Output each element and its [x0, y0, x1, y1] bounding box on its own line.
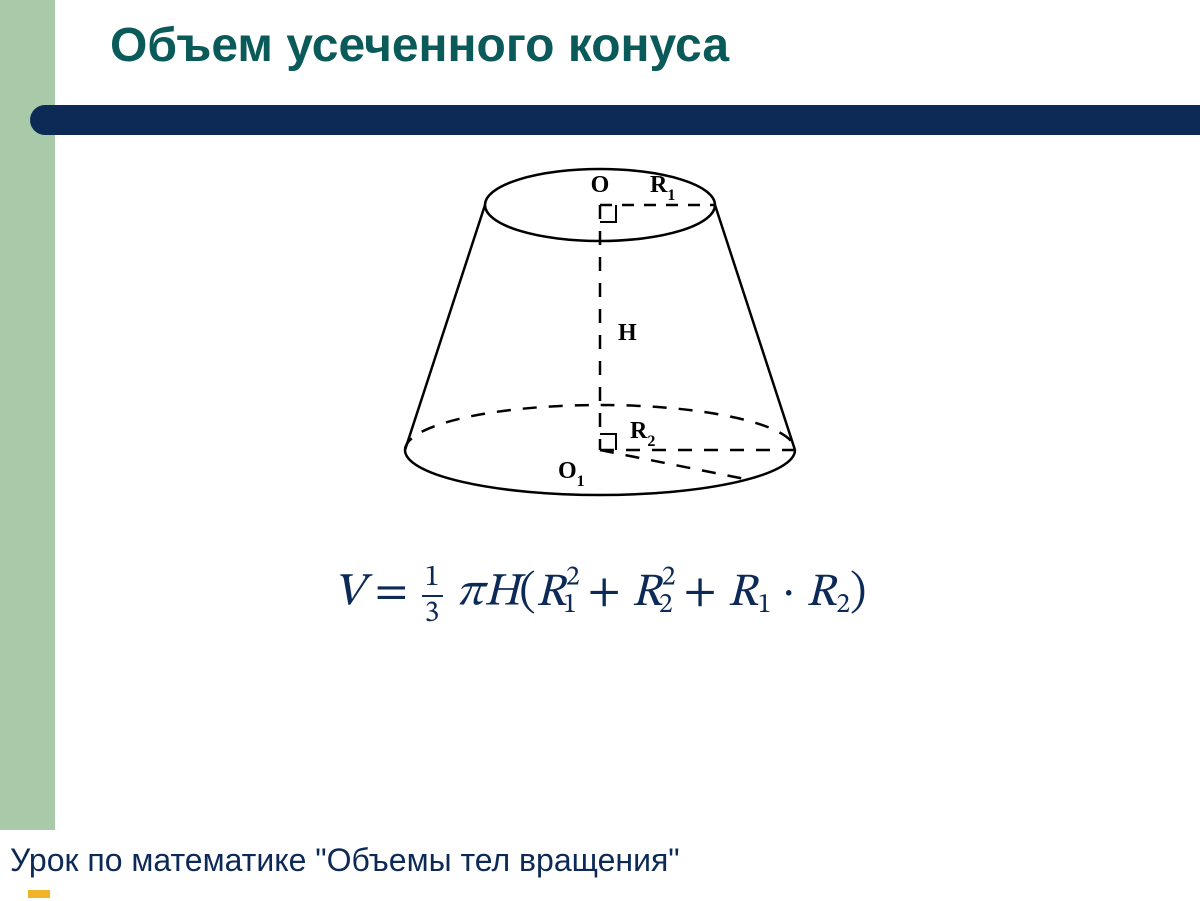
formula-R2sq: R22	[632, 570, 673, 616]
label-O1: O1	[558, 458, 585, 490]
radius-bottom-slant	[600, 450, 750, 480]
left-slant	[405, 205, 485, 450]
formula-pi: π	[456, 570, 483, 616]
right-angle-bottom	[600, 434, 616, 450]
label-H: H	[618, 320, 637, 346]
label-R2: R2	[630, 418, 655, 450]
formula-frac: 1 3	[422, 563, 443, 629]
label-O-top: O	[591, 172, 610, 198]
formula-lparen: (	[519, 570, 535, 616]
formula-H: H	[484, 570, 520, 616]
formula-R1: R1	[727, 570, 771, 616]
formula-R1sq: R21	[536, 570, 577, 616]
formula-dot-sign: ·	[782, 570, 795, 616]
formula-R2: R2	[806, 570, 850, 616]
formula-plus1-sign: +	[588, 570, 621, 616]
volume-formula: V = 1 3 πH(R21 + R22 + R1 · R2)	[0, 560, 1200, 629]
frustum-diagram: O R1 H O1 R2	[300, 150, 900, 530]
formula-den: 3	[422, 597, 443, 629]
right-slant	[715, 205, 795, 450]
frustum-svg: O R1 H O1 R2	[300, 150, 900, 530]
slide-title: Объем усеченного конуса	[110, 18, 729, 73]
slide: Объем усеченного конуса O	[0, 0, 1200, 901]
formula-plus2-sign: +	[684, 570, 717, 616]
formula-num: 1	[422, 563, 443, 597]
right-angle-top	[600, 205, 616, 222]
accent-yellow-tick	[28, 890, 50, 898]
lesson-caption: Урок по математике "Объемы тел вращения"	[10, 842, 680, 879]
formula-rparen: )	[850, 570, 866, 616]
title-underline	[30, 105, 1200, 135]
formula-eq-sign: =	[375, 570, 408, 616]
formula-V: V	[334, 570, 364, 616]
